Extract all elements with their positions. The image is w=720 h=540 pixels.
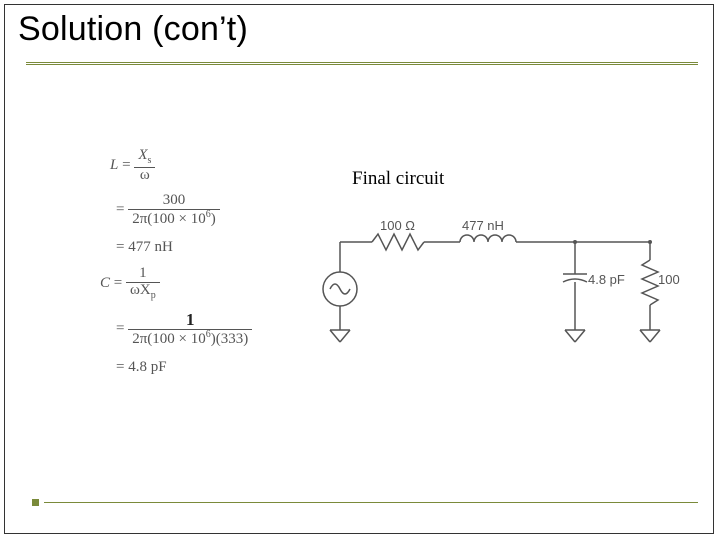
load-resistor-icon xyxy=(642,260,658,305)
title-underline-2 xyxy=(26,64,698,65)
C-num-1: 1 xyxy=(126,266,160,282)
C-den2-c: )(333) xyxy=(211,331,249,347)
omega-den: ω xyxy=(134,167,155,184)
eq-L-def: L = Xs ω xyxy=(110,148,330,183)
L-result-text: = 477 nH xyxy=(116,239,173,255)
equations-block: L = Xs ω = 300 2π(100 × 106) = 477 nH xyxy=(110,148,330,386)
eq-sign3: = xyxy=(114,275,122,291)
ground-icon xyxy=(640,330,660,342)
eq-C-numeric: = 1 2π(100 × 106)(333) xyxy=(110,311,330,348)
sym-C: C xyxy=(100,275,110,291)
frac-L-numeric: 300 2π(100 × 106) xyxy=(128,193,220,228)
eq-sign: = xyxy=(122,157,130,173)
footer-rule xyxy=(44,502,698,503)
eq-L-result: = 477 nH xyxy=(110,238,330,256)
label-series-l: 477 nH xyxy=(462,218,504,233)
label-shunt-c: 4.8 pF xyxy=(588,272,625,287)
L-den-a: 2π(100 × 10 xyxy=(132,211,206,227)
frac-C-def: 1 ωXp xyxy=(126,266,160,301)
slide-title: Solution (con’t) xyxy=(18,10,248,49)
title-underline xyxy=(26,62,698,63)
series-inductor-icon xyxy=(460,235,516,242)
ground-icon xyxy=(565,330,585,342)
footer-bullet-icon xyxy=(32,499,39,506)
eq-L-numeric: = 300 2π(100 × 106) xyxy=(110,193,330,228)
C-den-a: ωX xyxy=(130,282,151,298)
frac-C-numeric: 1 2π(100 × 106)(333) xyxy=(128,311,252,348)
cap-plate-bottom xyxy=(563,279,587,282)
label-load-r: 1000 Ω xyxy=(658,272,680,287)
Xs-sub: s xyxy=(147,155,151,166)
C-den-sub: p xyxy=(151,290,156,301)
C-result-text: = 4.8 pF xyxy=(116,359,167,375)
L-num-300: 300 xyxy=(128,193,220,209)
slide: Solution (con’t) L = Xs ω = 300 2π(100 ×… xyxy=(0,0,720,540)
sym-L: L xyxy=(110,157,118,173)
L-den-c: ) xyxy=(211,211,216,227)
ground-icon xyxy=(330,330,350,342)
series-resistor-icon xyxy=(372,234,424,250)
eq-C-def: C = 1 ωXp xyxy=(100,266,330,301)
eq-sign4: = xyxy=(116,321,124,337)
final-circuit-label: Final circuit xyxy=(352,168,444,190)
ac-source-wave xyxy=(330,284,350,294)
eq-C-result: = 4.8 pF xyxy=(110,358,330,376)
circuit-diagram: 100 Ω 477 nH 4.8 pF 1000 Ω xyxy=(310,212,680,372)
frac-Xs-omega: Xs ω xyxy=(134,148,155,183)
label-series-r: 100 Ω xyxy=(380,218,415,233)
eq-sign2: = xyxy=(116,202,124,218)
C-den2-a: 2π(100 × 10 xyxy=(132,331,206,347)
C-num-big-1: 1 xyxy=(128,311,252,329)
